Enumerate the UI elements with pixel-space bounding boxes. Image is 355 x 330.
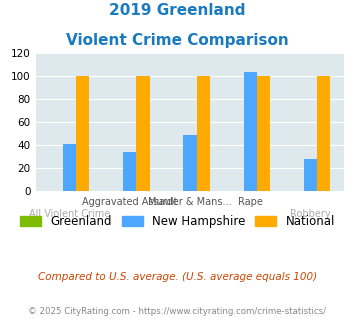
Bar <box>136 76 149 191</box>
Bar <box>197 76 210 191</box>
Text: Robbery: Robbery <box>290 210 331 219</box>
Bar <box>76 76 89 191</box>
Bar <box>123 152 136 191</box>
Text: © 2025 CityRating.com - https://www.cityrating.com/crime-statistics/: © 2025 CityRating.com - https://www.city… <box>28 307 327 316</box>
Text: All Violent Crime: All Violent Crime <box>29 210 110 219</box>
Bar <box>257 76 270 191</box>
Text: 2019 Greenland: 2019 Greenland <box>109 3 246 18</box>
Text: Murder & Mans...: Murder & Mans... <box>148 197 232 207</box>
Text: Rape: Rape <box>238 197 263 207</box>
Text: Compared to U.S. average. (U.S. average equals 100): Compared to U.S. average. (U.S. average … <box>38 272 317 282</box>
Bar <box>244 73 257 191</box>
Bar <box>183 135 197 191</box>
Text: Aggravated Assault: Aggravated Assault <box>82 197 178 207</box>
Text: Violent Crime Comparison: Violent Crime Comparison <box>66 33 289 48</box>
Bar <box>304 159 317 191</box>
Bar <box>317 76 330 191</box>
Legend: Greenland, New Hampshire, National: Greenland, New Hampshire, National <box>15 211 340 233</box>
Bar <box>63 144 76 191</box>
